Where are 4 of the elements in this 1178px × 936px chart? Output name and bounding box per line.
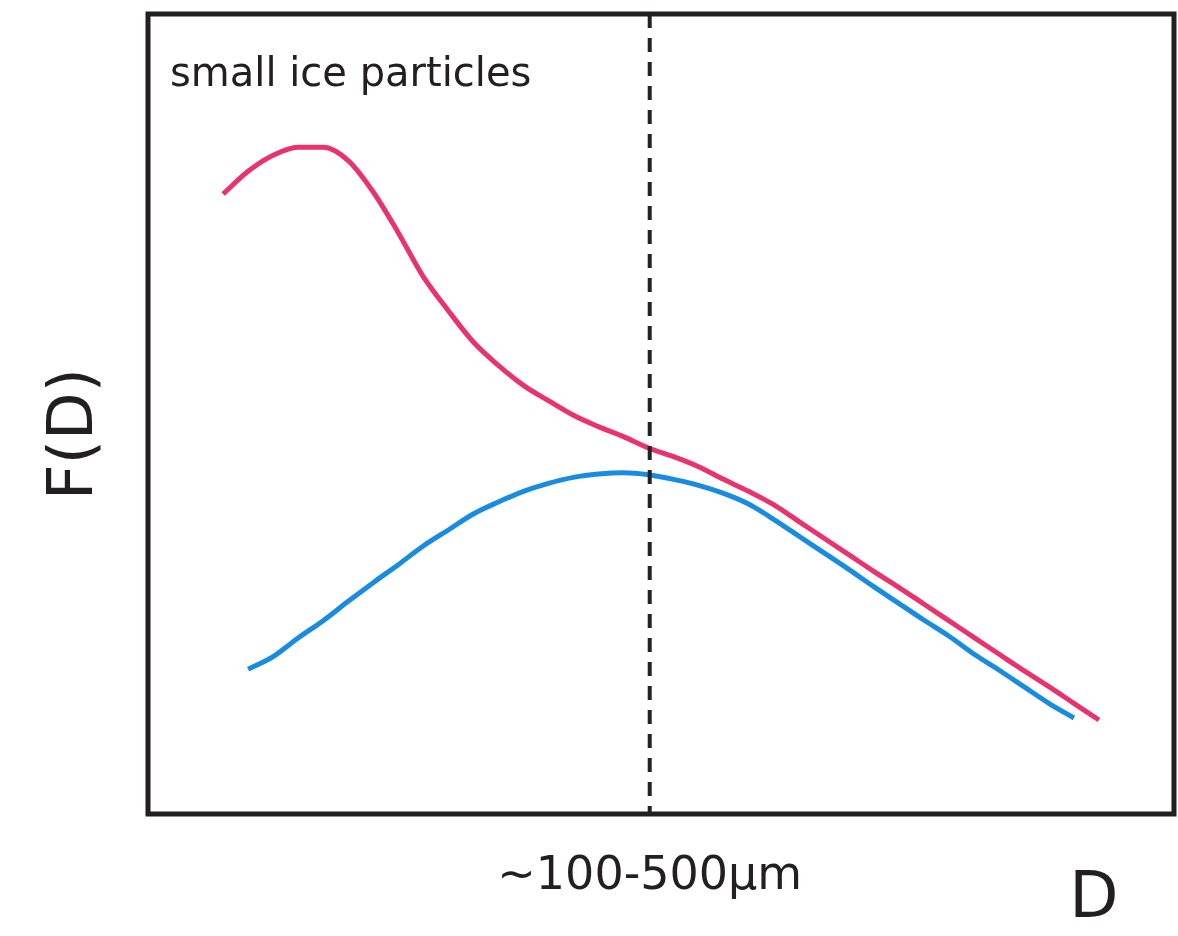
y-axis-title: F(D) bbox=[34, 368, 108, 500]
x-axis-title: D bbox=[1069, 857, 1119, 932]
text: small ice particles bbox=[170, 49, 532, 96]
text: ~100-500μm bbox=[497, 845, 803, 900]
